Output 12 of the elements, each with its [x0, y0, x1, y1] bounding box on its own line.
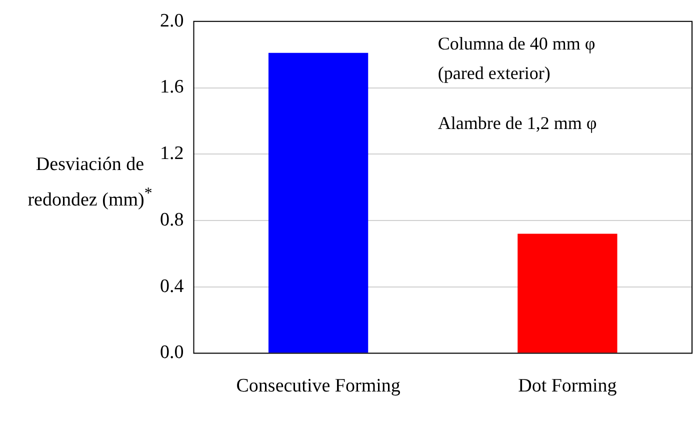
annotation: Columna de 40 mm φ [438, 33, 596, 54]
y-tick-label: 1.2 [160, 143, 184, 164]
x-tick-label: Consecutive Forming [236, 376, 401, 397]
annotation: Alambre de 1,2 mm φ [438, 112, 597, 133]
x-tick-label: Dot Forming [518, 376, 618, 397]
y-tick-label: 0.0 [160, 342, 184, 364]
y-axis-title: Desviación de redondez (mm)$^{*}$ [28, 154, 152, 210]
y-tick-label: 0.4 [160, 276, 184, 297]
y-tick-label: 1.6 [160, 76, 184, 98]
y-tick-label: 2.0 [160, 10, 184, 32]
annotation: (pared exterior) [438, 63, 550, 84]
y-tick-label: 0.8 [160, 209, 184, 230]
